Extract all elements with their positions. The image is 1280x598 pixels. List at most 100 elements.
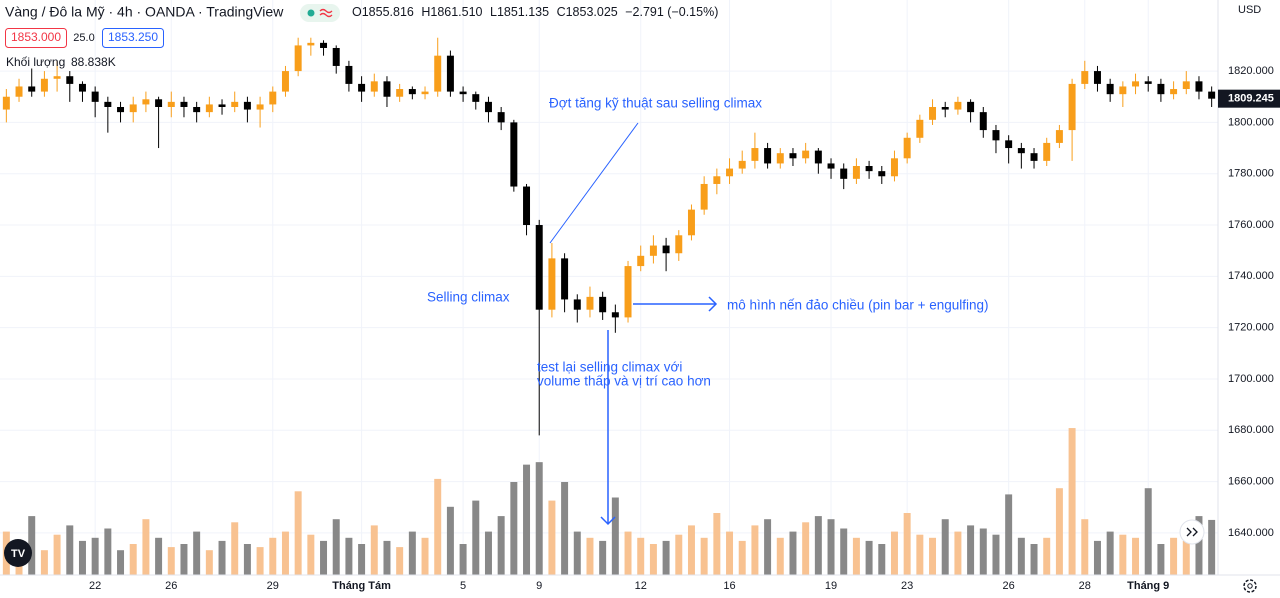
candle-body bbox=[776, 153, 784, 164]
volume-bar bbox=[66, 525, 74, 575]
price-axis: USD 1640.000 1660.000 1680.000 1700.000 1720… bbox=[1217, 0, 1280, 598]
candle-body bbox=[155, 99, 163, 107]
volume-bar bbox=[954, 531, 962, 575]
x-tick-label: 23 bbox=[901, 580, 913, 592]
candle-body bbox=[649, 245, 657, 256]
delay-icon bbox=[319, 8, 333, 18]
volume-bar bbox=[611, 497, 619, 575]
volume-bar bbox=[852, 537, 860, 575]
candle-body bbox=[700, 183, 708, 210]
logo-mark[interactable]: TV bbox=[11, 548, 26, 560]
candle-body bbox=[840, 168, 848, 179]
candle-body bbox=[231, 101, 239, 107]
close-value: C1853.025 bbox=[557, 5, 618, 19]
scroll-button[interactable] bbox=[1179, 519, 1205, 545]
x-tick-label: 19 bbox=[825, 580, 837, 592]
settings[interactable] bbox=[1243, 579, 1257, 593]
settings-icon[interactable] bbox=[1243, 579, 1257, 593]
scroll-circle[interactable] bbox=[1179, 519, 1205, 545]
volume-bar bbox=[1195, 516, 1203, 575]
candle-body bbox=[2, 96, 10, 110]
volume-bar bbox=[523, 464, 531, 575]
y-tick-label: 1660.000 bbox=[1228, 476, 1274, 488]
ask[interactable]: 1853.250 bbox=[108, 30, 158, 44]
volume-layer bbox=[2, 428, 1216, 575]
tv-logo[interactable]: TV bbox=[4, 539, 32, 567]
candle-body bbox=[446, 55, 454, 92]
volume-bar bbox=[434, 478, 442, 575]
volume-bar bbox=[78, 540, 86, 575]
arrow-head bbox=[708, 296, 718, 312]
candle-body bbox=[256, 104, 264, 110]
volume-bar bbox=[193, 531, 201, 575]
candle-body bbox=[243, 101, 251, 110]
candle-body bbox=[472, 94, 480, 102]
candle-body bbox=[205, 104, 213, 113]
candle-body bbox=[611, 312, 619, 318]
volume-bar bbox=[459, 544, 467, 575]
annotation-line bbox=[549, 122, 639, 244]
logo-circle[interactable] bbox=[4, 539, 32, 567]
volume-bar bbox=[370, 525, 378, 575]
candle-body bbox=[561, 258, 569, 300]
x-tick-label: 26 bbox=[1003, 580, 1015, 592]
volume-bar bbox=[1208, 519, 1216, 575]
volume-bar bbox=[142, 519, 150, 575]
candle-body bbox=[1144, 81, 1152, 84]
volume-bar bbox=[383, 540, 391, 575]
volume-bar bbox=[751, 525, 759, 575]
candle-body bbox=[675, 235, 683, 254]
volume-bar bbox=[167, 547, 175, 575]
volume-bar bbox=[1144, 488, 1152, 575]
volume-bar bbox=[1017, 537, 1025, 575]
candle-body bbox=[789, 153, 797, 159]
candle-body bbox=[687, 209, 695, 236]
bid[interactable]: 1853.000 bbox=[11, 30, 61, 44]
volume-bar bbox=[624, 531, 632, 575]
candle-body bbox=[129, 104, 137, 113]
y-tick-label: 1680.000 bbox=[1228, 424, 1274, 436]
candle-body bbox=[726, 168, 734, 177]
candle-body bbox=[865, 166, 873, 172]
settings-hub[interactable] bbox=[1247, 583, 1253, 589]
scroll-icon[interactable] bbox=[1186, 527, 1198, 537]
candle-body bbox=[814, 150, 822, 164]
candle-body bbox=[484, 101, 492, 113]
volume-bar bbox=[396, 547, 404, 575]
y-tick-label: 1720.000 bbox=[1228, 322, 1274, 334]
x-tick-label: 22 bbox=[89, 580, 101, 592]
candle-body bbox=[1195, 81, 1203, 92]
candle-body bbox=[1005, 140, 1013, 149]
candle-body bbox=[586, 296, 594, 310]
last-price-label: 1809.245 bbox=[1228, 93, 1274, 105]
y-tick-label: 1820.000 bbox=[1228, 65, 1274, 77]
volume-bar bbox=[814, 516, 822, 575]
buy-button[interactable] bbox=[102, 28, 164, 48]
candle-body bbox=[637, 255, 645, 267]
candle-body bbox=[294, 45, 302, 72]
candle-body bbox=[941, 106, 949, 110]
y-tick-label: 1800.000 bbox=[1228, 116, 1274, 128]
volume-bar bbox=[117, 550, 125, 575]
candle-body bbox=[396, 89, 404, 97]
volume-bar bbox=[497, 516, 505, 575]
annotation-text: mô hình nến đảo chiều (pin bar + engulfi… bbox=[727, 298, 989, 313]
volume-bar bbox=[992, 534, 1000, 575]
volume-bar bbox=[40, 550, 48, 575]
sell-button[interactable] bbox=[5, 28, 67, 48]
volume-bar bbox=[218, 540, 226, 575]
volume-bar bbox=[586, 537, 594, 575]
x-tick-label: 16 bbox=[723, 580, 735, 592]
candle-body bbox=[548, 258, 556, 310]
candle-body bbox=[764, 148, 772, 164]
candle-body bbox=[345, 65, 353, 84]
volume-bar bbox=[345, 537, 353, 575]
candle-body bbox=[523, 186, 531, 226]
volume-bar bbox=[1068, 428, 1076, 575]
low-value: L1851.135 bbox=[490, 5, 549, 19]
candle-body bbox=[1119, 86, 1127, 95]
symbol-title: Vàng / Đô la Mỹ · 4h · OANDA · TradingVi… bbox=[5, 4, 284, 20]
x-tick-label: 29 bbox=[267, 580, 279, 592]
volume-bar bbox=[1030, 544, 1038, 575]
